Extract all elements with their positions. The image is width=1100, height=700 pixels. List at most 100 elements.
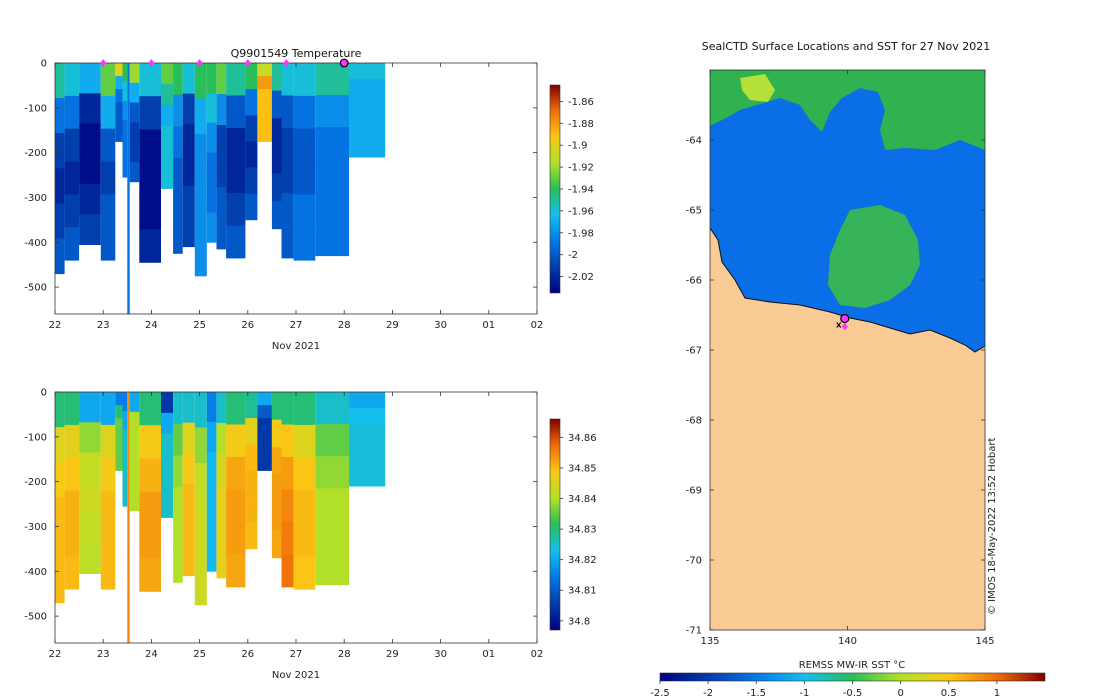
t-cbticks-label: -1.88 bbox=[568, 119, 594, 130]
s-cell bbox=[315, 424, 349, 457]
t-cell bbox=[245, 89, 258, 116]
north-sst-band bbox=[710, 70, 985, 150]
t-cell bbox=[194, 63, 207, 99]
s-cell bbox=[257, 405, 272, 419]
t-cell bbox=[257, 76, 272, 90]
t-cell bbox=[245, 167, 258, 195]
s-cell bbox=[64, 392, 80, 426]
s-cell bbox=[271, 474, 282, 503]
profile-date-marker bbox=[148, 59, 155, 67]
s-cell bbox=[139, 458, 161, 493]
t-cell bbox=[216, 125, 227, 157]
t-cell bbox=[226, 225, 246, 259]
t-cell bbox=[182, 154, 195, 186]
t-xtick-label: 01 bbox=[482, 320, 495, 331]
t-cell bbox=[129, 82, 140, 103]
s-cell bbox=[55, 392, 65, 428]
t-xtick-label: 27 bbox=[290, 320, 303, 331]
t-cell bbox=[64, 194, 80, 228]
t-cell bbox=[55, 203, 65, 239]
t-cell bbox=[139, 229, 161, 263]
t-cbticks-label: -1.86 bbox=[568, 97, 594, 108]
t-cell bbox=[281, 160, 294, 194]
s-cell bbox=[173, 519, 183, 552]
map-lon-ticks: 135 140 145 bbox=[700, 70, 995, 647]
s-cell bbox=[293, 457, 316, 491]
t-cell bbox=[349, 78, 386, 95]
s-cell bbox=[127, 392, 130, 435]
m-cbticks-label: -2.5 bbox=[650, 688, 670, 699]
t-cell bbox=[127, 63, 130, 106]
t-cell bbox=[182, 63, 195, 94]
s-cell bbox=[129, 411, 140, 432]
s-xtick-label: 28 bbox=[338, 649, 351, 660]
s-cell bbox=[127, 475, 130, 518]
s-cell bbox=[216, 516, 227, 548]
map-colorbar-ticks: -2.5 -2 -1.5 -1 -0.5 0 0.5 1 bbox=[650, 681, 1000, 699]
t-ytick-label: 0 bbox=[41, 59, 47, 70]
t-cell bbox=[194, 240, 207, 277]
t-cbticks-label: -1.98 bbox=[568, 228, 594, 239]
s-cell bbox=[173, 455, 183, 488]
s-cell bbox=[226, 392, 246, 425]
s-cell bbox=[257, 392, 272, 406]
s-cell bbox=[281, 522, 294, 555]
salinity-colorbar-ticks: 34.86 34.85 34.84 34.83 34.82 34.81 34.8 bbox=[560, 433, 597, 627]
s-cell bbox=[194, 569, 207, 606]
s-cell bbox=[194, 498, 207, 535]
t-cell bbox=[100, 63, 116, 97]
s-cell bbox=[100, 392, 116, 426]
t-cell bbox=[245, 63, 258, 90]
t-cell bbox=[115, 76, 123, 90]
s-cell bbox=[182, 453, 195, 485]
t-cell bbox=[349, 94, 386, 111]
s-cell bbox=[139, 425, 161, 459]
seal-position-marker bbox=[840, 313, 850, 324]
s-cell bbox=[315, 520, 349, 553]
t-cell bbox=[216, 94, 227, 126]
s-cbticks-label: 34.86 bbox=[568, 433, 597, 444]
profile-date-markers bbox=[100, 58, 349, 68]
t-cell bbox=[257, 128, 272, 142]
s-cell bbox=[79, 422, 101, 453]
t-cell bbox=[64, 227, 80, 261]
s-xtick-label: 29 bbox=[386, 649, 399, 660]
temperature-title: Q9901549 Temperature bbox=[231, 47, 362, 60]
t-cell bbox=[161, 167, 174, 189]
salinity-xlabel: Nov 2021 bbox=[272, 670, 320, 681]
s-cell bbox=[129, 471, 140, 492]
t-cell bbox=[349, 125, 386, 142]
s-cbticks-label: 34.83 bbox=[568, 525, 597, 536]
temperature-colorbar-ticks: -1.86 -1.88 -1.9 -1.92 -1.94 -1.96 -1.98 -2 -2.0… bbox=[560, 97, 594, 283]
s-cell bbox=[216, 423, 227, 455]
t-cell bbox=[257, 102, 272, 116]
s-xtick-label: 22 bbox=[49, 649, 62, 660]
s-cell bbox=[245, 470, 258, 497]
s-cell bbox=[216, 392, 227, 424]
map-lon-tick-label: 140 bbox=[838, 636, 857, 647]
s-cell bbox=[161, 392, 174, 414]
t-cell bbox=[226, 128, 246, 161]
t-cell bbox=[115, 89, 123, 103]
t-cell bbox=[115, 128, 123, 142]
t-cell bbox=[79, 93, 101, 124]
s-cell bbox=[182, 545, 195, 577]
t-xtick-label: 28 bbox=[338, 320, 351, 331]
s-cell bbox=[161, 412, 174, 435]
s-cell bbox=[206, 392, 217, 423]
t-cell bbox=[315, 127, 349, 160]
s-cell bbox=[271, 392, 282, 420]
s-cell bbox=[122, 411, 128, 431]
t-cell bbox=[245, 115, 258, 142]
m-cbticks-label: 0.5 bbox=[941, 688, 957, 699]
t-cell bbox=[293, 194, 316, 228]
t-cell bbox=[173, 94, 183, 127]
profile-date-marker bbox=[196, 59, 203, 67]
t-cell bbox=[315, 223, 349, 257]
t-cell bbox=[281, 95, 294, 129]
s-cell bbox=[226, 522, 246, 555]
t-xtick-label: 22 bbox=[49, 320, 62, 331]
s-cell bbox=[257, 431, 272, 445]
map-colorbar-label: REMSS MW-IR SST °C bbox=[799, 660, 906, 671]
s-cell bbox=[173, 392, 183, 425]
